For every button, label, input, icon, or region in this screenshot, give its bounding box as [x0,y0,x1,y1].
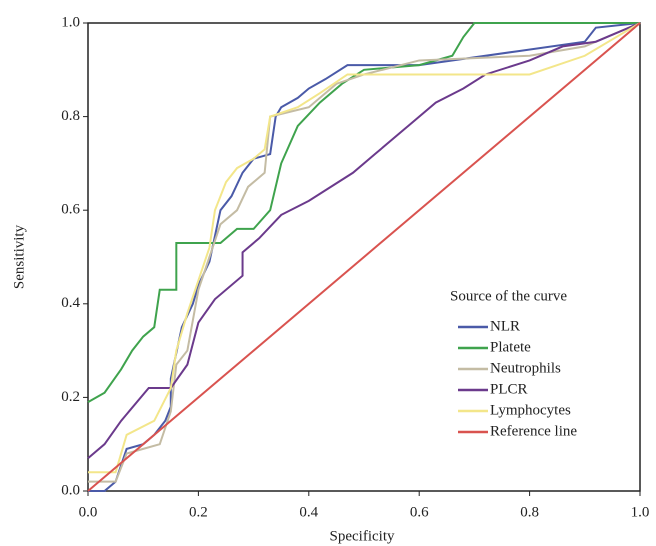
legend-label: Reference line [490,423,577,439]
x-tick-label: 0.6 [410,504,429,520]
roc-line [88,22,641,483]
roc-line [87,22,641,460]
legend-label: PLCR [490,381,528,397]
legend-label: Neutrophils [490,360,561,376]
y-tick-label: 1.0 [61,14,80,30]
legend-label: NLR [490,318,520,334]
y-tick-label: 0.2 [61,389,80,405]
roc-line [88,22,641,474]
roc-line [87,22,641,492]
legend-label: Platete [490,339,531,355]
y-tick-label: 0.6 [61,202,80,218]
legend-label: Lymphocytes [490,402,571,418]
y-axis-label: Sensitivity [11,224,27,289]
y-tick-label: 0.0 [61,482,80,498]
roc-line [87,22,640,403]
x-tick-label: 0.4 [299,504,318,520]
x-tick-label: 0.8 [520,504,539,520]
x-axis-label: Specificity [330,528,395,544]
y-tick-label: 0.4 [61,295,80,311]
legend-title: Source of the curve [450,288,567,304]
x-tick-label: 1.0 [631,504,650,520]
y-tick-label: 0.8 [61,108,80,124]
x-tick-label: 0.0 [79,504,98,520]
x-tick-label: 0.2 [189,504,208,520]
plot-frame [87,22,641,492]
